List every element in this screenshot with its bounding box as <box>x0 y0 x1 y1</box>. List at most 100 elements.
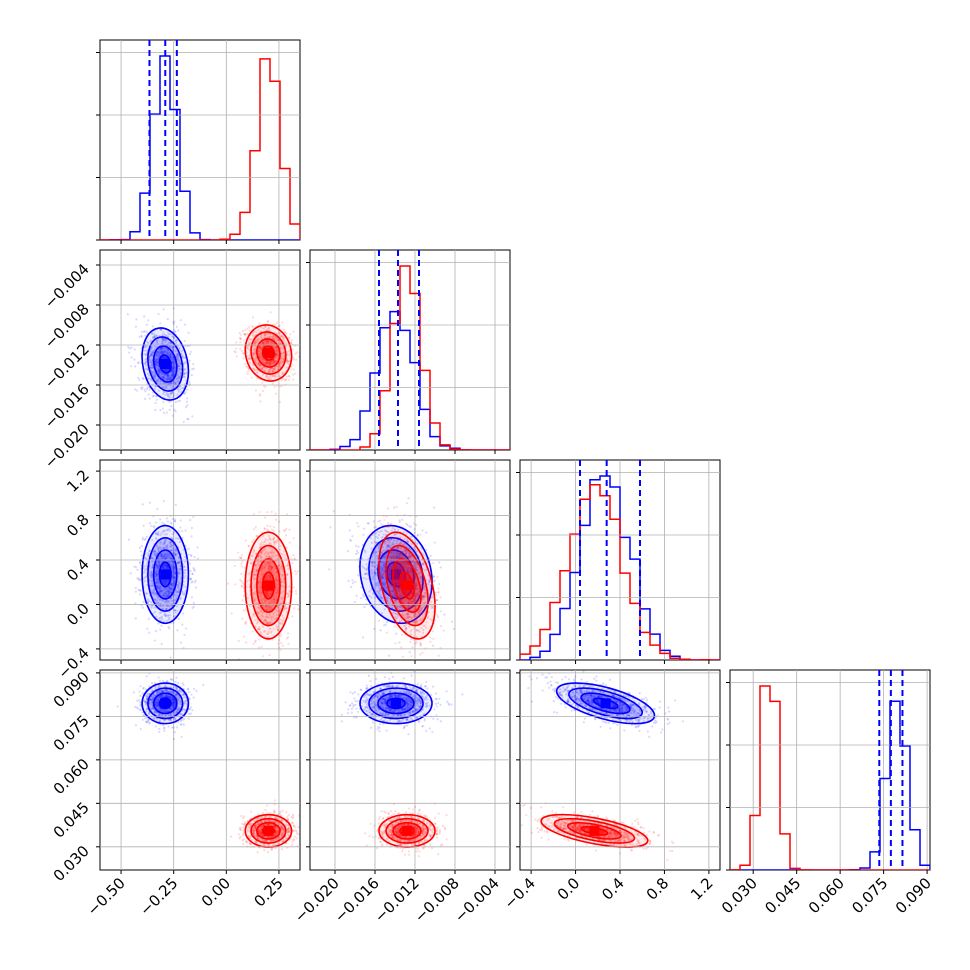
red-point <box>251 630 254 633</box>
blue-point <box>143 315 146 318</box>
blue-point <box>388 569 391 572</box>
red-point <box>271 362 275 365</box>
blue-point <box>161 566 164 569</box>
blue-point <box>183 372 186 375</box>
red-point <box>268 608 271 611</box>
blue-point <box>172 582 175 586</box>
blue-point <box>182 375 185 378</box>
red-point <box>285 607 288 610</box>
blue-point <box>167 594 170 598</box>
red-point <box>398 541 401 545</box>
blue-point <box>421 529 424 532</box>
blue-point <box>163 386 166 389</box>
red-point <box>239 337 242 340</box>
blue-point <box>389 538 393 541</box>
red-point <box>270 606 273 609</box>
blue-point <box>384 623 387 626</box>
blue-point <box>183 592 186 595</box>
red-point <box>287 362 290 365</box>
blue-point <box>169 377 172 380</box>
red-point <box>277 564 280 567</box>
blue-point <box>397 553 400 556</box>
red-point <box>258 363 261 367</box>
blue-point <box>160 532 163 535</box>
red-point <box>267 568 270 572</box>
blue-point <box>165 588 168 591</box>
blue-point <box>172 599 175 602</box>
blue-point <box>398 556 401 559</box>
blue-point <box>409 536 412 539</box>
red-point <box>285 574 289 577</box>
red-point <box>281 359 284 363</box>
blue-point <box>146 627 149 630</box>
blue-point <box>156 362 159 365</box>
red-point <box>273 323 277 326</box>
blue-point <box>143 330 146 333</box>
red-point <box>421 651 424 654</box>
red-point <box>421 617 424 620</box>
blue-point <box>422 605 426 609</box>
blue-point <box>425 548 428 552</box>
red-point <box>407 591 410 595</box>
red-point <box>414 595 417 598</box>
blue-point <box>148 358 151 361</box>
red-point <box>268 368 271 371</box>
blue-point <box>159 379 162 383</box>
blue-point <box>361 593 365 596</box>
red-point <box>432 637 435 641</box>
red-point <box>278 365 281 368</box>
red-point <box>252 348 256 351</box>
blue-point <box>163 369 166 372</box>
red-point <box>267 339 270 343</box>
red-point <box>356 522 359 525</box>
blue-point <box>406 523 409 526</box>
blue-point <box>155 532 158 535</box>
red-point <box>238 336 241 339</box>
red-point <box>387 530 390 534</box>
blue-point <box>179 385 182 388</box>
blue-point <box>328 568 331 571</box>
blue-point <box>154 581 158 585</box>
blue-point <box>351 535 354 538</box>
red-point <box>410 600 413 603</box>
blue-point <box>388 572 391 576</box>
blue-point <box>175 596 178 599</box>
blue-point <box>174 410 177 413</box>
blue-point <box>151 572 154 575</box>
red-point <box>419 619 422 622</box>
red-point <box>258 346 261 349</box>
blue-point <box>155 569 158 572</box>
blue-point <box>443 613 446 616</box>
blue-point <box>172 371 175 375</box>
blue-point <box>173 566 176 569</box>
blue-point <box>178 367 181 370</box>
red-point <box>270 599 273 602</box>
blue-point <box>416 593 419 596</box>
red-point <box>280 379 283 382</box>
red-point <box>384 552 387 555</box>
blue-point <box>396 589 399 592</box>
blue-point <box>143 538 146 541</box>
red-point <box>275 591 278 594</box>
blue-point <box>158 617 161 620</box>
blue-point <box>395 617 398 620</box>
red-point <box>275 571 278 574</box>
red-point <box>256 362 259 365</box>
red-point <box>274 577 278 580</box>
red-point <box>257 362 260 366</box>
blue-point <box>362 533 365 536</box>
red-point <box>272 337 275 340</box>
blue-point <box>179 596 183 600</box>
red-point <box>279 622 282 625</box>
blue-point <box>166 589 169 593</box>
red-point <box>259 347 262 350</box>
red-point <box>268 362 271 365</box>
red-point <box>269 600 272 603</box>
blue-point <box>420 608 423 611</box>
red-point <box>255 371 258 374</box>
blue-point <box>166 376 169 379</box>
red-point <box>260 348 263 351</box>
red-point <box>260 347 264 350</box>
red-point <box>279 331 282 335</box>
blue-point <box>176 380 180 383</box>
